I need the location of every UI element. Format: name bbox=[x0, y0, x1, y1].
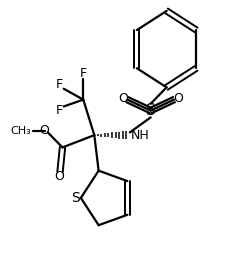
Text: O: O bbox=[39, 124, 49, 137]
Text: F: F bbox=[56, 78, 63, 91]
Text: O: O bbox=[118, 92, 128, 105]
Text: F: F bbox=[80, 67, 87, 80]
Text: S: S bbox=[71, 191, 80, 205]
Text: S: S bbox=[146, 103, 156, 118]
Text: NH: NH bbox=[131, 129, 149, 142]
Text: CH₃: CH₃ bbox=[10, 126, 31, 136]
Text: F: F bbox=[56, 104, 63, 117]
Text: O: O bbox=[173, 92, 183, 105]
Text: O: O bbox=[55, 170, 64, 183]
